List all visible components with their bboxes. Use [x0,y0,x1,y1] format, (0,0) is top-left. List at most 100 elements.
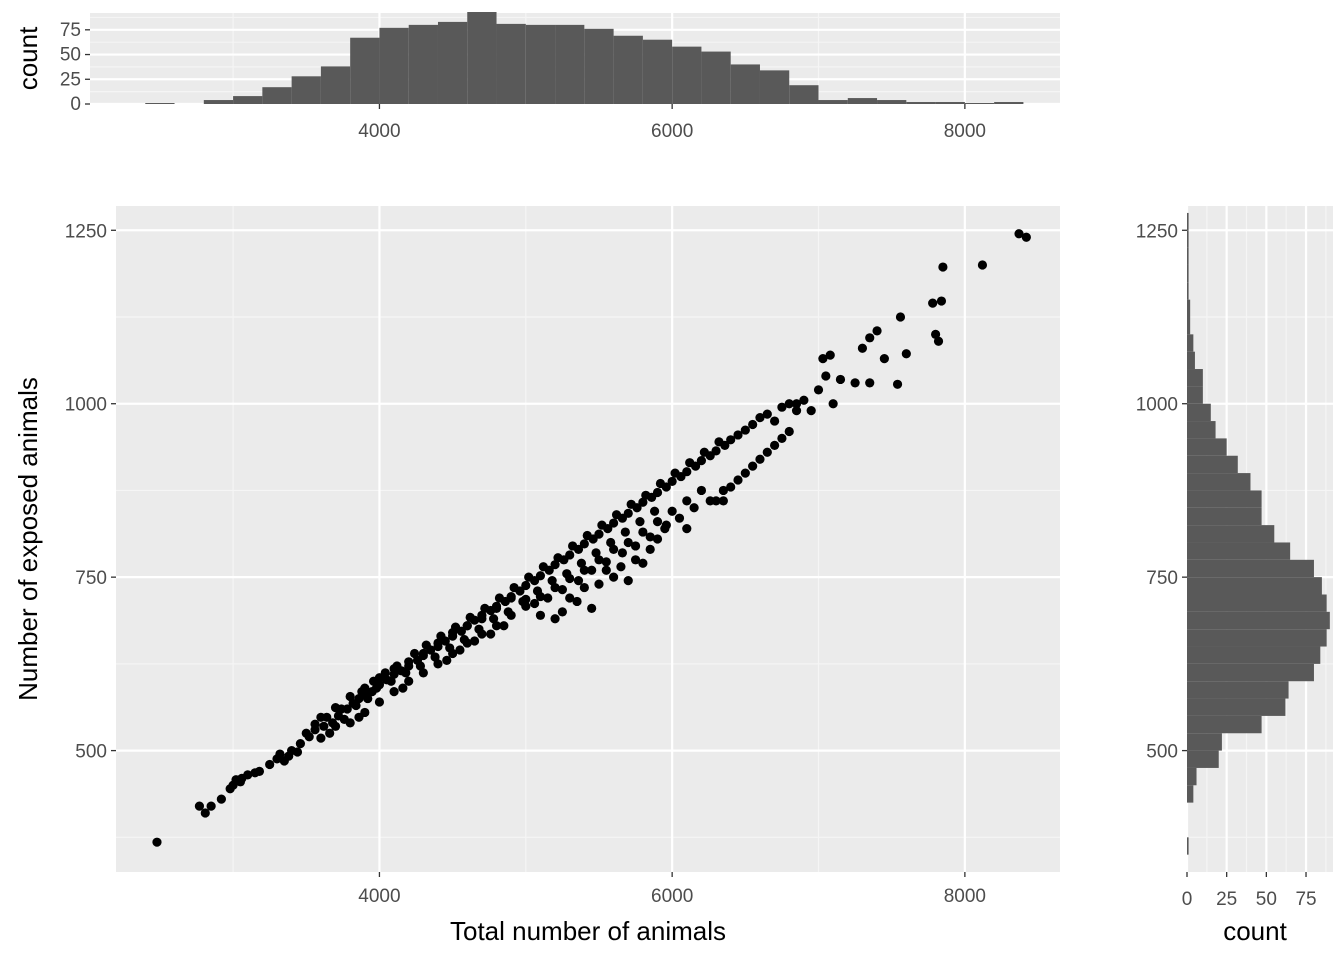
scatter-point [152,837,162,847]
y-tick-label: 750 [75,568,107,589]
scatter-point [448,648,458,659]
scatter-point [770,440,780,450]
scatter-point [696,485,707,496]
scatter-point [535,610,546,620]
scatter-point [748,461,758,471]
scatter-point [499,621,509,631]
scatter-point [977,260,988,270]
scatter-point [685,458,695,468]
top-y-tick-label: 0 [70,94,81,115]
scatter-point [494,593,505,603]
scatter-point [200,808,210,818]
top-histogram-bar [203,100,234,104]
scatter-point [345,718,355,728]
scatter-point [231,775,241,785]
right-histogram-bar [1187,299,1191,317]
top-histogram-bar [701,51,731,104]
scatter-point [726,435,736,445]
scatter-point [635,517,645,527]
scatter-point [442,655,452,666]
scatter-point [371,683,382,693]
scatter-point [550,560,560,570]
scatter-point [521,580,531,591]
scatter-point [879,354,889,364]
top-y-tick-label: 75 [60,20,81,41]
top-y-tick-label: 50 [60,45,81,66]
top-histogram-bar [291,76,321,104]
right-histogram-bar [1187,386,1203,404]
scatter-point [652,487,663,498]
right-histogram-bar [1187,646,1321,664]
right-x-tick-label: 25 [1216,889,1237,910]
scatter-point [699,447,709,457]
scatter-point [486,629,496,639]
scatter-point [565,550,575,560]
scatter-point [733,430,743,440]
right-histogram-bar [1187,369,1203,387]
scatter-point [579,565,589,575]
scatter-point [462,621,472,631]
scatter-point [892,379,903,389]
scatter-point [689,503,699,513]
scatter-point [850,378,860,388]
scatter-point [901,349,911,359]
right-histogram-bar [1187,421,1216,439]
top-histogram-bars [145,12,1024,105]
scatter-y-label: Number of exposed animals [13,377,43,701]
top-histogram-y-label: count [13,26,43,90]
right-histogram-bar [1187,698,1286,716]
scatter-point [825,350,835,360]
scatter-point [933,336,944,346]
scatter-point [784,399,794,409]
scatter-point [557,585,567,595]
top-x-tick-label: 4000 [358,121,400,142]
scatter-point [667,506,677,516]
scatter-point [733,475,743,485]
scatter-point [573,576,584,586]
scatter-point [521,594,531,604]
right-histogram-ticks: 0 25 50 75 500 750 1000 1250 [1136,221,1317,910]
top-histogram-bar [467,12,497,104]
scatter-point [279,756,289,766]
scatter-point [718,496,728,506]
right-histogram-bar [1187,663,1314,682]
right-histogram-bars [1187,212,1330,855]
top-histogram-bar [145,103,175,104]
scatter-point [506,610,516,620]
scatter-point [316,712,326,722]
scatter-point [565,593,575,603]
top-histogram-bar [379,27,409,104]
scatter-point [606,537,616,548]
scatter-point [295,739,306,749]
scatter-point [791,399,802,409]
right-histogram-bar [1187,282,1189,300]
right-histogram-bar [1187,559,1314,578]
scatter-point [491,621,502,631]
top-histogram-bar [759,70,790,104]
scatter-point [579,582,589,593]
scatter-point [330,702,341,713]
x-tick-label: 6000 [651,886,693,907]
scatter-point [626,499,636,509]
scatter-point [455,645,465,655]
right-x-tick-label: 75 [1295,889,1316,910]
scatter-point [762,409,772,419]
scatter-point [469,636,480,646]
scatter-point [755,412,765,423]
scatter-plot: 4000 6000 8000 500 750 1000 1250 Total number … [13,206,1060,946]
top-histogram-bar [525,24,556,104]
scatter-point [535,591,546,602]
scatter-point [806,406,816,416]
scatter-point [718,485,728,496]
top-histogram-bar [818,100,848,104]
scatter-point [292,747,303,757]
top-histogram-bar [642,39,673,104]
right-y-tick-label: 1250 [1136,221,1178,242]
scatter-point [726,482,736,492]
scatter-point [828,399,838,409]
scatter-point [594,555,604,565]
scatter-point [572,596,582,607]
scatter-point [777,433,787,444]
scatter-point [363,693,373,704]
scatter-point [389,687,399,697]
